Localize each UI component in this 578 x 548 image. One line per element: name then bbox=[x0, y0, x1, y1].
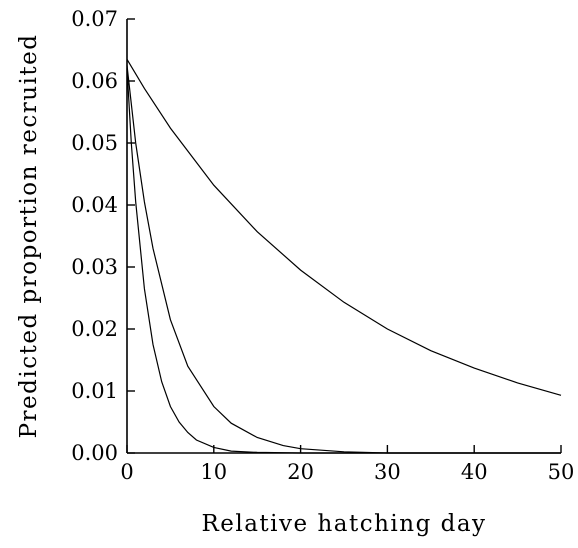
x-tick-label: 40 bbox=[461, 460, 488, 484]
y-tick-label: 0.07 bbox=[71, 7, 118, 31]
y-tick-label: 0.04 bbox=[71, 193, 118, 217]
y-tick-label: 0.01 bbox=[71, 379, 118, 403]
x-axis-title: Relative hatching day bbox=[201, 511, 486, 537]
y-ticks: 0.00 0.01 0.02 0.03 0.04 0.05 0.06 0.07 bbox=[71, 7, 135, 465]
x-tick-label: 50 bbox=[548, 460, 575, 484]
series-line-2 bbox=[126, 65, 561, 454]
y-tick-label: 0.03 bbox=[71, 255, 118, 279]
series-line-3 bbox=[126, 68, 561, 454]
x-tick-label: 20 bbox=[287, 460, 314, 484]
x-tick-label: 30 bbox=[374, 460, 401, 484]
x-tick-label: 0 bbox=[120, 460, 133, 484]
y-tick-label: 0.05 bbox=[71, 131, 118, 155]
x-tick-label: 10 bbox=[200, 460, 227, 484]
axes bbox=[126, 19, 561, 454]
x-ticks: 0 10 20 30 40 50 bbox=[120, 445, 574, 484]
y-tick-label: 0.06 bbox=[71, 69, 118, 93]
y-axis-title: Predicted proportion recruited bbox=[16, 34, 42, 439]
series-line-1 bbox=[126, 58, 562, 396]
series-group bbox=[126, 58, 562, 454]
y-tick-label: 0.02 bbox=[71, 317, 118, 341]
y-tick-label: 0.00 bbox=[71, 441, 118, 465]
